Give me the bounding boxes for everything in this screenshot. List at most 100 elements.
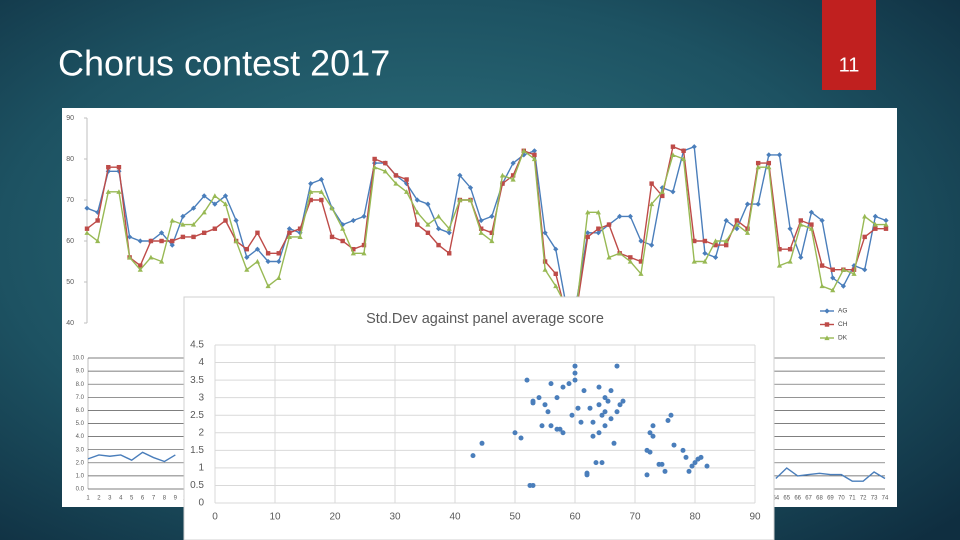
scatter-point <box>479 440 485 446</box>
x-tick-label: 7 <box>152 496 156 502</box>
marker <box>702 258 708 264</box>
marker <box>350 250 356 256</box>
marker <box>383 160 388 166</box>
marker <box>169 217 175 223</box>
legend-marker <box>824 322 830 327</box>
scatter-point <box>611 440 617 446</box>
marker <box>318 189 324 194</box>
marker <box>872 213 878 219</box>
scatter-point <box>512 430 518 436</box>
scatter-point <box>620 398 626 404</box>
marker <box>649 181 654 186</box>
scatter-point <box>602 423 608 429</box>
marker <box>712 254 719 260</box>
scatter-point <box>530 482 536 488</box>
marker <box>660 193 665 199</box>
marker <box>212 193 218 198</box>
marker <box>190 205 197 211</box>
marker <box>233 217 239 224</box>
x-tick-label: 50 <box>509 512 521 523</box>
scatter-point <box>683 454 689 460</box>
marker <box>361 242 367 248</box>
scatter-point <box>605 398 611 404</box>
marker <box>84 205 90 211</box>
y-tick-label: 1.0 <box>76 473 85 479</box>
marker <box>542 267 548 272</box>
scatter-point <box>602 395 608 401</box>
scatter-point <box>545 409 551 415</box>
y-tick-label: 6.0 <box>76 408 85 414</box>
marker <box>510 173 516 178</box>
y-tick-label: 8.0 <box>76 382 85 388</box>
scatter-point <box>518 435 524 441</box>
marker <box>638 259 644 264</box>
x-tick-label: 60 <box>569 512 581 523</box>
marker <box>435 213 442 219</box>
y-tick-label: 2.0 <box>76 460 85 466</box>
scatter-point <box>647 449 653 455</box>
y-tick-label: 3 <box>198 392 204 403</box>
marker <box>659 189 665 194</box>
marker <box>447 251 452 256</box>
marker <box>542 259 548 264</box>
marker <box>681 148 686 154</box>
marker <box>138 263 143 268</box>
scatter-point <box>539 423 545 429</box>
marker <box>627 213 633 219</box>
x-tick-label: 90 <box>749 512 761 523</box>
marker <box>372 156 377 162</box>
marker <box>201 230 207 236</box>
marker <box>478 230 484 235</box>
scatter-point <box>668 412 674 418</box>
y-tick-label: 90 <box>66 115 74 122</box>
marker <box>404 177 409 182</box>
scatter-point <box>596 384 602 390</box>
marker <box>116 164 122 170</box>
scatter-point <box>554 395 560 401</box>
marker <box>649 242 655 248</box>
x-tick-label: 71 <box>849 496 856 502</box>
scatter-point <box>560 384 566 390</box>
scatter-point <box>596 402 602 408</box>
scatter-point <box>614 363 620 369</box>
scatter-point <box>566 381 572 387</box>
marker <box>212 226 218 231</box>
marker <box>265 258 271 265</box>
marker <box>862 267 868 273</box>
marker <box>233 238 239 244</box>
y-tick-label: 1 <box>198 463 204 474</box>
marker <box>596 226 601 231</box>
scatter-point <box>587 405 593 411</box>
x-tick-label: 73 <box>871 496 878 502</box>
marker <box>489 213 495 219</box>
marker <box>478 226 484 231</box>
y-tick-label: 10.0 <box>72 356 84 362</box>
slide-title: Chorus contest 2017 <box>58 43 390 84</box>
marker <box>670 152 676 157</box>
x-tick-label: 2 <box>97 496 101 502</box>
y-tick-label: 2.5 <box>190 410 204 421</box>
x-tick-label: 1 <box>86 496 90 502</box>
y-tick-label: 0.0 <box>76 487 85 493</box>
marker <box>265 251 271 256</box>
marker <box>808 226 815 231</box>
marker <box>819 217 825 224</box>
marker <box>691 144 697 150</box>
marker <box>180 222 186 227</box>
marker <box>201 193 207 199</box>
legend-marker <box>824 308 830 314</box>
marker <box>670 189 676 195</box>
marker <box>851 263 857 269</box>
marker <box>286 226 293 232</box>
marker <box>585 209 591 215</box>
marker <box>851 267 857 272</box>
x-tick-label: 70 <box>629 512 641 523</box>
marker <box>414 197 420 203</box>
legend-label: CH <box>838 321 848 328</box>
marker <box>521 152 527 158</box>
marker <box>819 283 825 289</box>
marker <box>467 185 474 191</box>
marker <box>414 209 420 215</box>
scatter-point <box>698 454 704 460</box>
y-tick-label: 9.0 <box>76 369 85 375</box>
